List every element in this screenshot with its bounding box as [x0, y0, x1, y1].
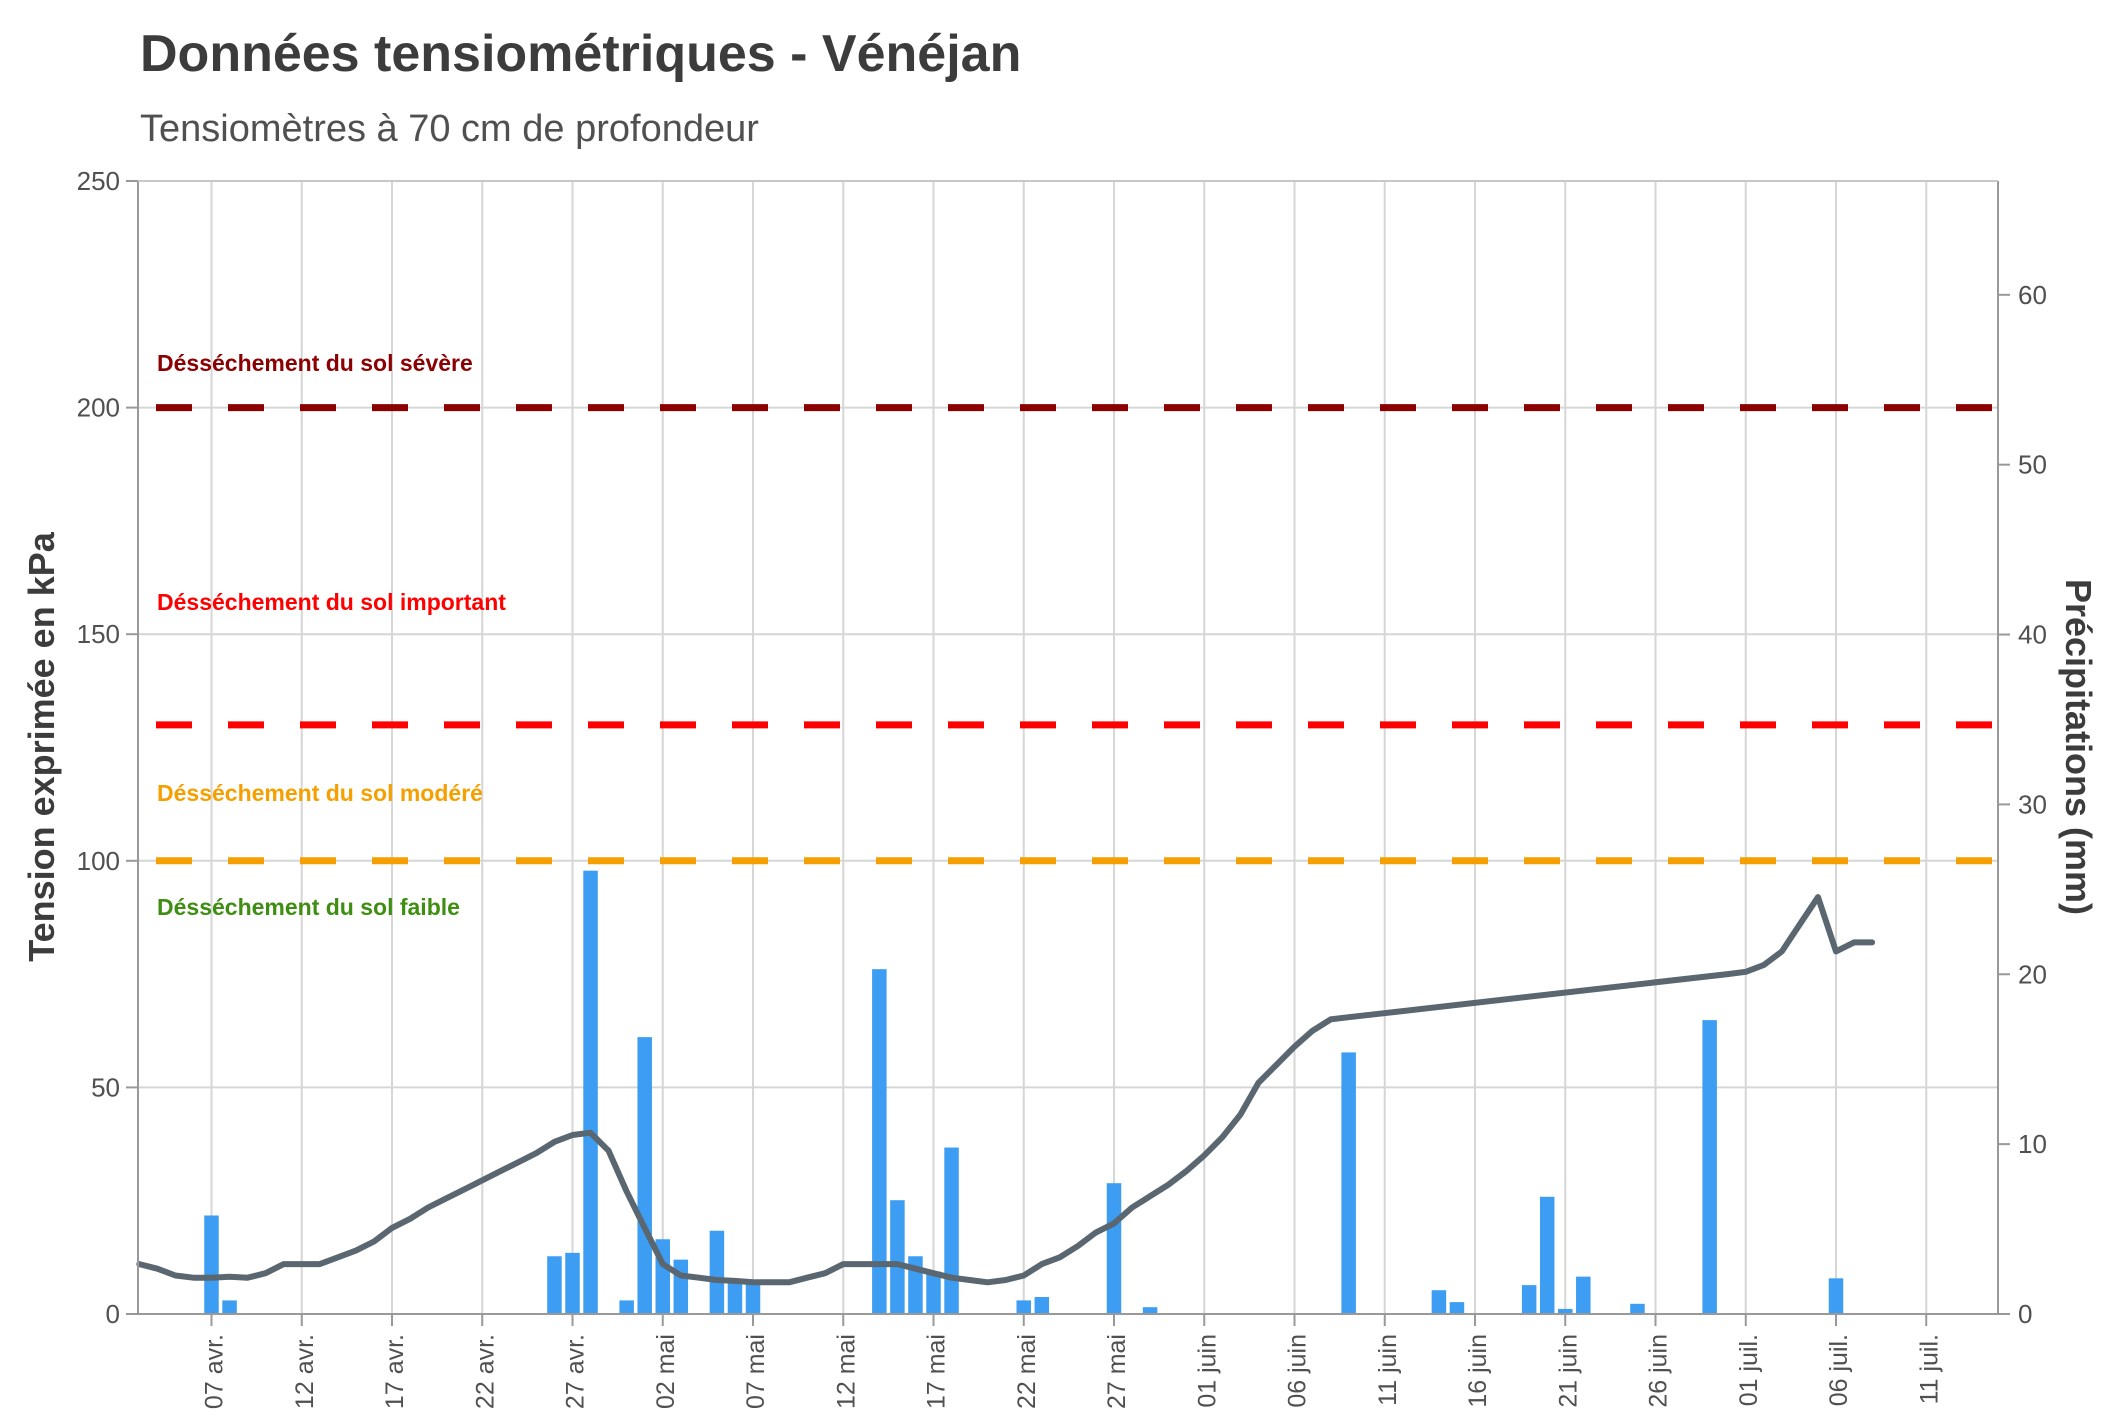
y-right-tick-label: 60: [2018, 280, 2047, 310]
chart-title: Données tensiométriques - Vénéjan: [140, 25, 1022, 83]
precipitation-bar: [204, 1215, 219, 1314]
precipitation-bar: [1828, 1278, 1844, 1314]
precipitation-bar: [583, 870, 598, 1314]
y-left-tick-label: 100: [77, 846, 120, 876]
precipitation-bar: [565, 1252, 580, 1314]
y-right-axis-title: Précipitations (mm): [2058, 579, 2099, 915]
x-tick-label: 26 juin: [1645, 1334, 1673, 1408]
precipitation-bar: [727, 1281, 743, 1314]
tension-line-group: [136, 894, 1876, 1286]
y-right-tick-label: 50: [2018, 450, 2047, 480]
precipitation-bar: [709, 1230, 725, 1314]
y-left-tick-label: 200: [77, 393, 120, 423]
y-right-tick-label: 0: [2018, 1299, 2032, 1329]
threshold-label: Désséchement du sol modéré: [157, 780, 483, 806]
precipitation-bars: [204, 870, 1844, 1314]
x-tick-label: 22 avr.: [471, 1334, 499, 1409]
y-right-tick-label: 10: [2018, 1129, 2047, 1159]
precipitation-bar: [872, 969, 887, 1314]
precipitation-bar: [1539, 1196, 1555, 1314]
y-right-tick-label: 40: [2018, 620, 2047, 650]
axes: [126, 180, 2010, 1326]
x-tick-label: 21 juin: [1554, 1334, 1582, 1408]
x-tick-label: 06 juil.: [1825, 1334, 1853, 1406]
precipitation-bar: [1521, 1285, 1537, 1314]
x-tick-label: 27 avr.: [562, 1334, 590, 1409]
y-left-tick-label: 0: [106, 1299, 120, 1329]
x-tick-label: 11 juin: [1374, 1334, 1402, 1406]
y-right-tick-label: 30: [2018, 789, 2047, 819]
threshold-label: Désséchement du sol sévère: [157, 350, 473, 376]
x-tick-label: 12 avr.: [291, 1334, 319, 1409]
x-tick-label: 16 juin: [1464, 1334, 1492, 1408]
x-tick-label: 06 juin: [1284, 1334, 1312, 1408]
x-tick-label: 22 mai: [1013, 1334, 1041, 1409]
x-tick-label: 07 mai: [742, 1334, 770, 1409]
x-tick-label: 27 mai: [1103, 1334, 1131, 1409]
x-tick-label: 17 avr.: [381, 1334, 409, 1409]
tension-line: [136, 894, 1876, 1286]
precipitation-bar: [1449, 1302, 1465, 1314]
precipitation-bar: [1558, 1308, 1573, 1314]
precipitation-bar: [1630, 1303, 1645, 1314]
precipitation-bar: [1016, 1300, 1031, 1314]
precipitation-bar: [547, 1256, 562, 1314]
precipitation-bar: [926, 1271, 941, 1314]
precipitation-bar: [890, 1200, 905, 1314]
x-tick-label: 11 juil.: [1915, 1334, 1943, 1404]
x-tick-label: 17 mai: [923, 1334, 951, 1409]
x-tick-label: 02 mai: [652, 1334, 680, 1409]
precipitation-bar: [619, 1300, 634, 1314]
precipitation-bar: [222, 1300, 237, 1314]
precipitation-bar: [1341, 1052, 1356, 1314]
threshold-lines: Désséchement du sol sévère Désséchement d…: [138, 350, 1998, 920]
precipitation-bar: [1106, 1183, 1122, 1314]
x-tick-label: 12 mai: [832, 1334, 860, 1409]
precipitation-bar: [1702, 1020, 1717, 1314]
precipitation-bar: [944, 1147, 959, 1314]
chart-subtitle: Tensiomètres à 70 cm de profondeur: [140, 108, 759, 150]
y-left-axis-title: Tension exprimée en kPa: [21, 531, 62, 961]
y-right-tick-label: 20: [2018, 959, 2047, 989]
precipitation-bar: [673, 1259, 689, 1314]
precipitation-bar: [637, 1037, 652, 1314]
threshold-label: Désséchement du sol faible: [157, 894, 460, 920]
precipitation-bar: [1431, 1290, 1447, 1314]
y-left-tick-label: 250: [77, 166, 120, 196]
precipitation-bar: [1142, 1307, 1158, 1314]
y-left-tick-label: 150: [77, 619, 120, 649]
precipitation-bar: [1034, 1297, 1050, 1314]
axis-labels: 07 avr. 12 avr. 17 avr. 22 avr. 27 avr. 02 ma…: [21, 166, 2099, 1409]
x-tick-label: 07 avr.: [201, 1334, 229, 1409]
threshold-label: Désséchement du sol important: [157, 589, 506, 615]
precipitation-bar: [1576, 1276, 1591, 1314]
precipitation-bar: [745, 1283, 761, 1314]
x-tick-label: 01 juil.: [1735, 1334, 1763, 1406]
y-left-tick-label: 50: [91, 1072, 120, 1102]
x-tick-label: 01 juin: [1193, 1334, 1221, 1408]
